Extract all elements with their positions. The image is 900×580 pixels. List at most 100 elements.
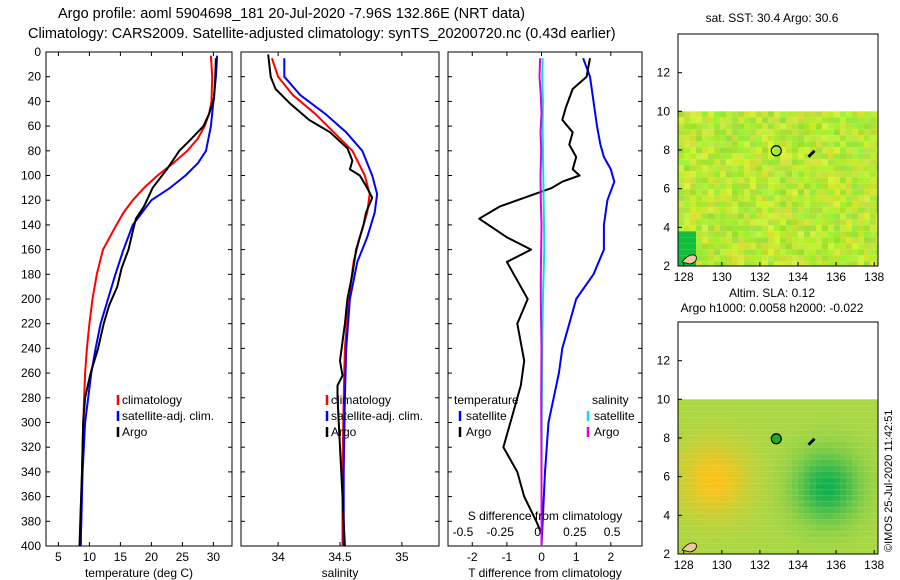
map-cell-sst: [702, 129, 708, 136]
map-cell-sst: [744, 207, 750, 214]
map-cell-sst: [876, 129, 878, 136]
map-cell-sla: [834, 495, 840, 502]
map-cell-sla: [834, 489, 840, 496]
map-cell-sla: [750, 399, 756, 406]
map-cell-sla: [768, 405, 774, 412]
map-cell-sst: [714, 201, 720, 208]
map-cell-sla: [774, 405, 780, 412]
map-cell-sst: [852, 255, 858, 262]
map-cell-sst: [750, 147, 756, 154]
map-cell-sla: [744, 417, 750, 424]
map-cell-sst: [840, 117, 846, 124]
map-cell-sla: [792, 471, 798, 478]
legend-label-temperature: satellite: [466, 409, 507, 423]
map-cell-sla: [720, 519, 726, 526]
map-cell-sst: [792, 255, 798, 262]
map-cell-sst: [834, 159, 840, 166]
map-cell-sla: [714, 549, 720, 554]
map-cell-sla: [696, 549, 702, 554]
map-cell-sst: [804, 261, 810, 266]
map-cell-sla: [786, 501, 792, 508]
map-cell-sla: [876, 417, 878, 424]
map-cell-sla: [780, 483, 786, 490]
map-cell-sla: [834, 501, 840, 508]
map-cell-sst: [822, 177, 828, 184]
map-cell-sst: [816, 177, 822, 184]
map-cell-sla: [708, 537, 714, 544]
map-cell-sst: [744, 213, 750, 220]
map-cell-sla: [678, 501, 684, 508]
map-cell-sla: [870, 423, 876, 430]
map-cell-sla: [684, 399, 690, 406]
map-x-tick-label-sla: 138: [864, 558, 884, 572]
map-cell-sst: [798, 141, 804, 148]
map-cell-sst: [738, 171, 744, 178]
map-cell-sst: [690, 201, 696, 208]
map-cell-sst: [792, 243, 798, 250]
map-cell-sla: [780, 495, 786, 502]
map-cell-sst: [762, 171, 768, 178]
map-cell-sla: [846, 417, 852, 424]
map-cell-sla: [858, 501, 864, 508]
map-cell-sst: [702, 123, 708, 130]
map-cell-sla: [834, 405, 840, 412]
map-cell-sst: [750, 189, 756, 196]
map-cell-sst: [828, 261, 834, 266]
map-cell-sst: [708, 129, 714, 136]
map-cell-sst: [678, 249, 684, 256]
map-cell-sla: [798, 531, 804, 538]
map-cell-sla: [816, 549, 822, 554]
map-cell-sst: [720, 177, 726, 184]
map-cell-sla: [756, 513, 762, 520]
map-cell-sst: [780, 207, 786, 214]
map-cell-sst: [870, 147, 876, 154]
map-cell-sst: [768, 237, 774, 244]
map-cell-sla: [876, 411, 878, 418]
map-cell-sla: [762, 495, 768, 502]
map-x-tick-label-sst: 132: [750, 270, 770, 284]
map-cell-sst: [744, 123, 750, 130]
map-title-sst: sat. SST: 30.4 Argo: 30.6: [706, 11, 839, 25]
map-cell-sst: [792, 249, 798, 256]
map-cell-sst: [834, 237, 840, 244]
map-cell-sla: [768, 549, 774, 554]
map-title-sla: Altim. SLA: 0.12: [729, 286, 815, 300]
map-cell-sst: [702, 153, 708, 160]
map-cell-sla: [858, 399, 864, 406]
map-cell-sst: [828, 195, 834, 202]
map-cell-sla: [798, 537, 804, 544]
map-cell-sla: [792, 495, 798, 502]
map-cell-sla: [744, 489, 750, 496]
map-cell-sst: [768, 243, 774, 250]
map-cell-sla: [756, 399, 762, 406]
map-cell-sla: [876, 459, 878, 466]
map-cell-sla: [702, 507, 708, 514]
map-cell-sst: [834, 165, 840, 172]
map-cell-sst: [774, 183, 780, 190]
map-cell-sst: [852, 231, 858, 238]
map-cell-sla: [852, 465, 858, 472]
map-cell-sst: [696, 219, 702, 226]
map-cell-sst: [870, 159, 876, 166]
map-cell-sst: [870, 183, 876, 190]
map-cell-sla: [822, 549, 828, 554]
map-cell-sst: [750, 111, 756, 118]
map-cell-sla: [834, 507, 840, 514]
map-cell-sst: [756, 123, 762, 130]
map-cell-sst: [744, 219, 750, 226]
map-cell-sla: [804, 465, 810, 472]
map-cell-sla: [762, 537, 768, 544]
map-cell-sst: [702, 117, 708, 124]
map-cell-sst: [816, 237, 822, 244]
map-cell-sla: [702, 519, 708, 526]
map-cell-sla: [876, 543, 878, 550]
map-cell-sla: [792, 435, 798, 442]
map-cell-sst: [762, 225, 768, 232]
map-cell-sla: [834, 447, 840, 454]
map-cell-sst: [726, 207, 732, 214]
map-cell-sla: [714, 417, 720, 424]
map-cell-sla: [804, 453, 810, 460]
map-cell-sla: [870, 519, 876, 526]
map-cell-sla: [750, 549, 756, 554]
map-cell-sla: [756, 507, 762, 514]
